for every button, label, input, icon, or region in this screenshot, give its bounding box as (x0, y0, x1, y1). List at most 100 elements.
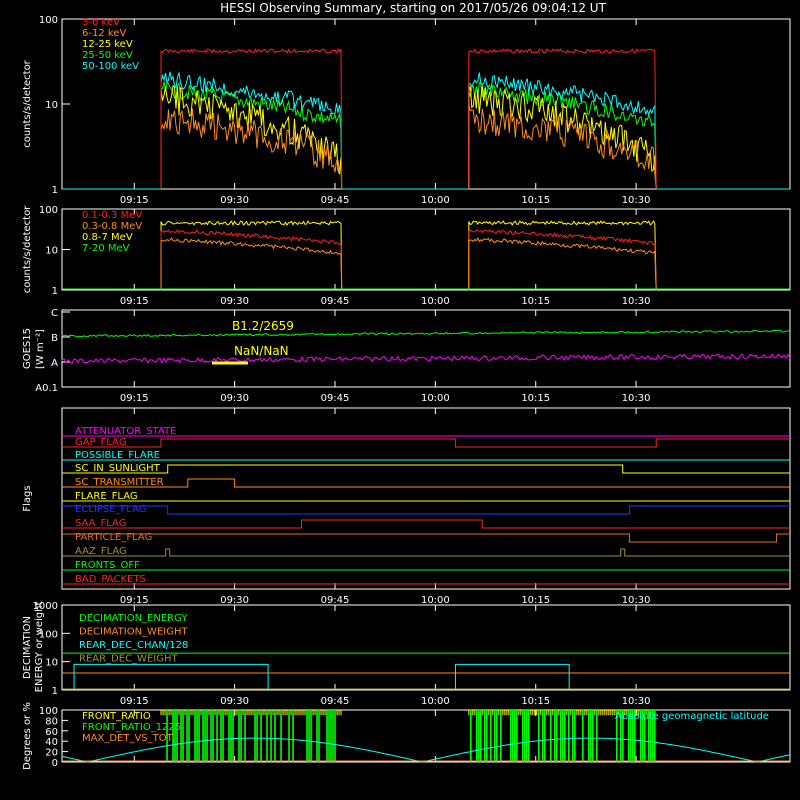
panel-6-y-tick-label: 60 (45, 727, 58, 738)
x-tick-label: 10:30 (622, 393, 651, 404)
x-tick-label: 09:30 (220, 393, 249, 404)
panel-1-y-tick-label: 10 (45, 100, 58, 111)
panel-2-series-2 (468, 237, 657, 291)
panel-3-y-tick-label: B (51, 333, 58, 344)
panel-2-legend-entry: 0.8-7 MeV (82, 232, 133, 243)
panel-1-series-1 (160, 48, 343, 190)
flag-trace (62, 533, 790, 543)
x-tick-label: 10:00 (421, 595, 450, 606)
x-tick-label: 09:30 (220, 296, 249, 307)
x-tick-label: 09:15 (120, 696, 149, 707)
panel-1-legend-entry: 6-12 keV (82, 28, 126, 39)
panel-1-series-3 (468, 85, 657, 190)
flag-label: FLARE_FLAG (75, 491, 138, 502)
panels-layer: 09:15 09:30 09:45 10:00 10:15 10:30 counts/s/d… (22, 15, 791, 770)
panel-6-y-tick-label: 100 (39, 706, 58, 717)
panel-6-y-tick-label: 0 (52, 758, 58, 769)
x-tick-label: 09:15 (120, 595, 149, 606)
panel-6-legend-entry: FRONT_RATIO_1225 (82, 722, 181, 733)
panel-1-series-4 (468, 81, 657, 190)
panel-3-ylabel: GOES15 (22, 328, 33, 369)
x-tick-label: 09:30 (220, 195, 249, 206)
panel-frame-4 (61, 407, 791, 590)
flag-label: POSSIBLE_FLARE (75, 450, 160, 461)
x-tick-label: 09:15 (120, 296, 149, 307)
panel-5-ylabel: DECIMATION (22, 616, 33, 679)
panel-2-ylabel: counts/s/detector (22, 205, 33, 293)
panel-2-y-tick-label: 100 (39, 205, 58, 216)
panel-5-ylabel2: ENERGY or weight (34, 602, 45, 693)
flag-label: FRONTS_OFF (75, 560, 140, 571)
panel-6-legend-entry: FRONT_RATIO (82, 711, 151, 722)
flag-label: PARTICLE_FLAG (75, 532, 152, 543)
panel-5-y-tick-label: 100 (39, 629, 58, 640)
panel-5-y-tick-label: 10 (45, 658, 58, 669)
panel-2-legend-entry: 7-20 MeV (82, 243, 130, 254)
panel-6-y-tick-label: 80 (45, 716, 58, 727)
x-tick-label: 10:30 (622, 696, 651, 707)
panel-2-series-3 (160, 220, 343, 291)
figure-title: HESSI Observing Summary, starting on 201… (220, 1, 606, 15)
x-tick-label: 10:30 (622, 195, 651, 206)
flag-label: GAP_FLAG (75, 437, 127, 448)
x-tick-label: 09:45 (321, 296, 350, 307)
panel-1-series-5 (160, 71, 343, 190)
panel-2-legend-entry: 0.3-0.8 MeV (82, 221, 142, 232)
x-tick-label: 10:15 (521, 296, 550, 307)
panel-2-y-tick-label: 10 (45, 246, 58, 257)
panel-2-legend-entry: 0.1-0.3 MeV (82, 210, 142, 221)
goes-long-annotation: B1.2/2659 (232, 319, 294, 333)
x-tick-label: 09:45 (321, 195, 350, 206)
x-tick-label: 10:15 (521, 195, 550, 206)
x-tick-label: 09:30 (220, 595, 249, 606)
x-tick-label: 10:15 (521, 595, 550, 606)
panel-3-y-tick-label: A (51, 358, 58, 369)
flag-label: BAD_PACKETS (75, 574, 146, 585)
flag-trace (62, 464, 790, 474)
x-tick-label: 10:00 (421, 296, 450, 307)
flag-trace (62, 478, 790, 488)
x-tick-label: 09:15 (120, 195, 149, 206)
panel-5-legend-entry: DECIMATION_WEIGHT (79, 627, 188, 638)
goes-short-annotation: NaN/NaN (234, 344, 289, 358)
panel-2-y-tick-label: 1 (52, 286, 58, 297)
flag-label: ECLIPSE_FLAG (75, 504, 146, 515)
panel-6-y-tick-label: 20 (45, 748, 58, 759)
flag-label: SC_IN_SUNLIGHT (75, 463, 161, 474)
panel-1-y-tick-label: 100 (39, 15, 58, 26)
x-tick-label: 10:00 (421, 393, 450, 404)
x-tick-label: 09:45 (321, 696, 350, 707)
panel-3-y-tick-label: C (51, 308, 58, 319)
flag-label: AAZ_FLAG (75, 546, 127, 557)
panel-1-series-2 (468, 103, 657, 190)
panel-1-series-5 (468, 72, 657, 190)
flag-trace (62, 519, 790, 529)
panel-1-legend-entry: 25-50 keV (82, 50, 133, 61)
flag-label: ATTENUATOR_STATE (75, 426, 176, 437)
flag-trace (62, 505, 790, 515)
panel-1-series-3 (160, 84, 343, 190)
panel-1-legend-entry: 3-6 keV (82, 17, 120, 28)
panel-5-y-tick-label: 1000 (33, 601, 58, 612)
panel-3-y-tick-label: A0.1 (35, 383, 58, 394)
flag-label: SC_TRANSMITTER (75, 477, 164, 488)
panel-6-legend-entry: MAX_DET_VS_TOT (82, 733, 174, 744)
panel-3-series-2 (61, 353, 791, 364)
flag-trace (62, 548, 790, 557)
panel-5-legend-entry: DECIMATION_ENERGY (79, 613, 188, 624)
panel-1-ylabel: counts/s/detector (22, 59, 33, 147)
panel-5-legend-entry: REAR_DEC_CHAN/128 (79, 640, 188, 651)
x-tick-label: 10:00 (421, 696, 450, 707)
panel-1-series-4 (160, 81, 343, 190)
flag-label: SAA_FLAG (75, 518, 126, 529)
panel-1-y-tick-label: 1 (52, 185, 58, 196)
x-tick-label: 09:30 (220, 696, 249, 707)
panel-1-legend-entry: 12-25 keV (82, 39, 133, 50)
x-tick-label: 10:00 (421, 195, 450, 206)
panel-2-series-2 (160, 237, 343, 291)
panel-2-series-1 (160, 229, 343, 291)
x-tick-label: 10:15 (521, 393, 550, 404)
panel-5-legend-entry: REAR_DEC_WEIGHT (79, 654, 178, 665)
panel-1-series-1 (468, 48, 657, 190)
panel-frame-5 (61, 604, 791, 691)
